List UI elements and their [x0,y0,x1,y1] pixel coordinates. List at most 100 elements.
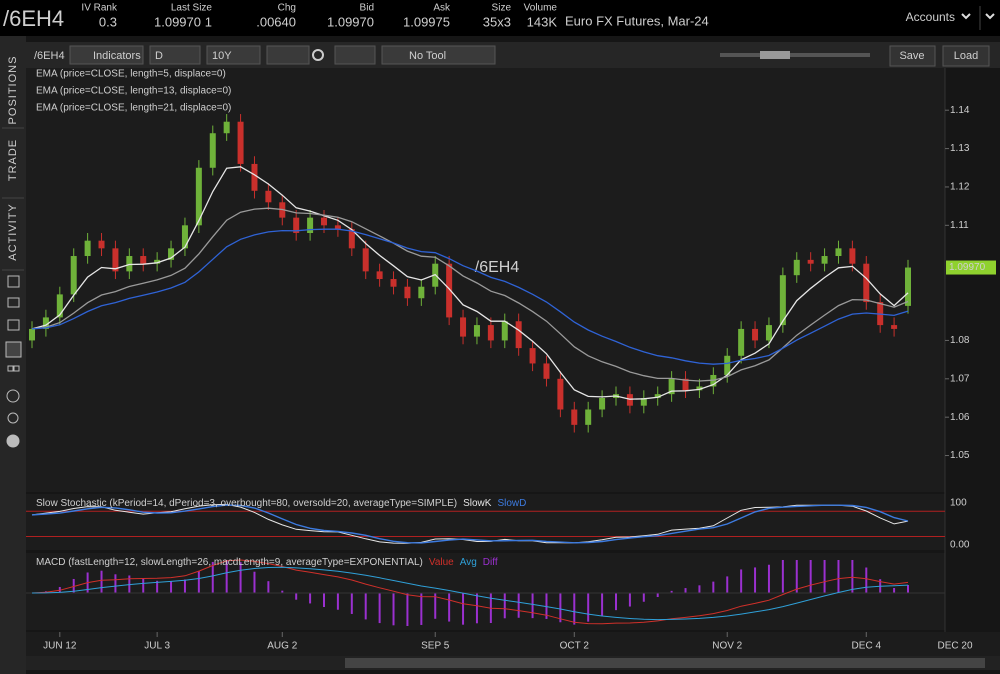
sidebar-tab[interactable]: ACTIVITY [7,203,19,261]
icon[interactable] [6,389,20,403]
aggregation-label: D [155,50,163,62]
symbol: /6EH4 [3,6,64,31]
icon[interactable] [5,341,22,358]
load-button[interactable] [942,45,990,67]
candle-body [543,363,550,379]
ema-line [31,207,909,382]
candle-body [668,378,675,395]
zoom-slider[interactable] [720,53,870,57]
candle-body [807,259,814,264]
icon[interactable] [6,434,20,448]
sidebar-tab[interactable]: POSITIONS [7,56,19,125]
candle-body [70,256,77,295]
field-label: Last Size [171,3,213,14]
macd-value-line [31,559,909,625]
candle-body [112,248,119,272]
layout-button[interactable] [334,45,376,65]
x-tick-label: DEC 20 [937,641,972,652]
field-label: Volume [524,3,558,14]
field-label: Bid [360,3,374,14]
tool-label: No Tool [409,50,446,62]
icon[interactable] [7,365,14,372]
candle-body [557,378,564,410]
candle-body [140,256,147,264]
indicators-button[interactable] [69,45,144,65]
tool-dropdown[interactable] [381,45,496,65]
icon[interactable] [13,365,20,372]
icon[interactable] [7,412,19,424]
candle-body [56,294,63,318]
candle-body [863,263,870,303]
candle-body [223,121,230,134]
ema-line [31,166,909,400]
settings-button[interactable] [312,49,324,61]
candle-body [321,217,327,226]
study-label: EMA (price=CLOSE, length=5, displace=0) [36,69,226,80]
last-price-label: 1.09970 [949,262,986,273]
candle-body [251,163,258,191]
last-price-box [946,260,996,275]
save-button[interactable] [889,45,936,67]
icon[interactable] [7,319,20,331]
legend-item: Avg [460,557,477,568]
candle-body [752,328,759,341]
ema-line [31,228,909,365]
candle-body [654,394,661,398]
candle-body [473,325,480,337]
field-value: 35x3 [483,14,511,29]
study-label: MACD (fastLength=12, slowLength=26, macd… [36,557,498,568]
y-tick-label: 100 [950,497,967,508]
candle-body [209,133,216,168]
candle-body [376,271,383,280]
x-tick-label: DEC 4 [852,641,882,652]
candle-body [599,397,606,410]
field-value: 1.09970 [154,14,201,29]
range-dropdown[interactable] [206,45,261,65]
watermark: /6EH4 [475,259,520,276]
icon[interactable] [7,297,20,308]
candle-body [154,259,161,264]
icon[interactable] [7,275,20,288]
y-tick-label: 1.11 [950,220,969,231]
sidebar-tab[interactable]: TRADE [7,139,19,181]
slowk-line [31,503,909,544]
save-label: Save [899,50,924,62]
candle-body [696,386,703,391]
candle-body [460,317,467,337]
candle-body [905,267,911,306]
accounts-button[interactable]: Accounts [906,10,955,24]
candle-body [682,378,689,391]
y-tick-label: 1.14 [950,105,970,116]
y-tick-label: 0.00 [950,540,970,551]
zoom-thumb[interactable] [760,51,790,59]
candle-body [501,321,508,341]
study-label: EMA (price=CLOSE, length=21, displace=0) [36,103,231,114]
candle-body [585,409,592,425]
y-tick-label: 1.05 [950,450,970,461]
candle-body [348,229,355,249]
style-button[interactable] [266,45,310,65]
field-label: IV Rank [81,3,118,14]
x-tick-label: JUN 12 [43,641,77,652]
toolbar-symbol: /6EH4 [34,50,65,62]
candle-body [515,321,522,349]
candle-body [265,190,272,203]
description: Euro FX Futures, Mar-24 [565,13,709,28]
candle-body [891,325,898,329]
y-tick-label: 1.13 [950,143,970,154]
candle-body [529,348,536,364]
y-tick-label: 1.12 [950,182,970,193]
aggregation-dropdown[interactable] [149,45,201,65]
candle-body [640,397,647,406]
candle-body [487,325,494,341]
candle-body [404,286,411,299]
x-tick-label: AUG 2 [267,641,297,652]
price-pane [26,68,945,492]
slowd-line [31,504,909,544]
scroll-thumb[interactable] [345,658,985,668]
candle-body [835,248,842,257]
candle-body [779,275,786,326]
study-label: EMA (price=CLOSE, length=13, displace=0) [36,86,231,97]
